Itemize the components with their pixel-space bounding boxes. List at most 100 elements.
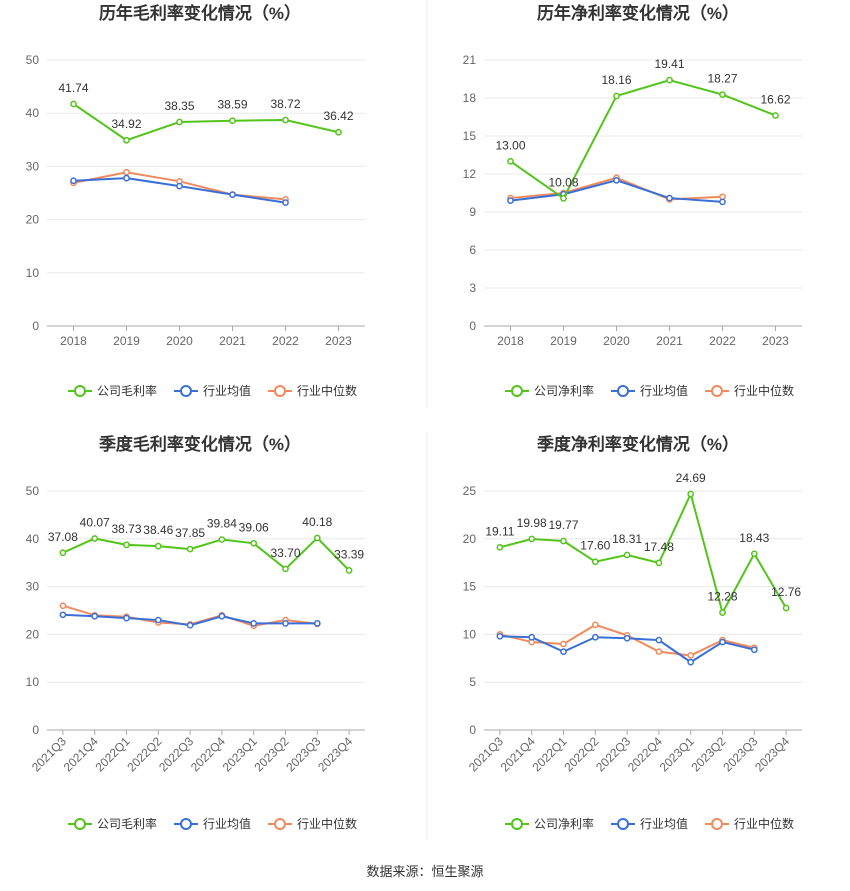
y-tick-label: 9 — [469, 205, 476, 219]
legend-item-company[interactable]: 公司毛利率 — [68, 383, 157, 398]
y-tick-label: 20 — [463, 532, 477, 546]
x-tick-label: 2021 — [656, 334, 683, 348]
y-tick-label: 18 — [463, 91, 477, 105]
data-point-company — [176, 118, 183, 126]
y-tick-label: 10 — [26, 266, 40, 280]
legend-label: 行业中位数 — [297, 383, 357, 398]
data-point-company — [687, 490, 695, 498]
data-label: 39.84 — [207, 517, 237, 531]
y-tick-label: 10 — [26, 675, 40, 689]
data-point-company — [560, 194, 567, 202]
data-point-company — [560, 537, 567, 545]
legend-marker — [617, 818, 629, 830]
series-line-company — [62, 536, 350, 572]
chart-title: 季度毛利率变化情况（%） — [99, 434, 301, 454]
data-point-avg — [496, 632, 504, 640]
data-point-company — [282, 565, 289, 573]
legend-item-median[interactable]: 行业中位数 — [268, 383, 357, 398]
legend-marker — [74, 385, 86, 397]
data-label: 40.18 — [302, 515, 332, 529]
data-label: 33.39 — [334, 547, 364, 561]
x-tick-label: 2022 — [709, 334, 736, 348]
data-point-company — [91, 535, 99, 542]
data-point-company — [250, 539, 258, 547]
y-tick-label: 40 — [26, 106, 40, 120]
data-point-company — [229, 117, 236, 125]
y-tick-label: 3 — [469, 281, 476, 295]
data-point-company — [591, 558, 599, 566]
data-label: 12.76 — [771, 585, 801, 599]
legend-item-company[interactable]: 公司毛利率 — [68, 816, 157, 831]
y-tick-label: 0 — [469, 723, 476, 737]
x-tick-label: 2023Q4 — [752, 734, 792, 774]
legend-item-median[interactable]: 行业中位数 — [705, 816, 794, 831]
y-tick-label: 15 — [463, 580, 477, 594]
chart-1: 历年毛利率变化情况（%） 0 10 20 30 40 50 2018 2019 2020 2021 2… — [26, 3, 365, 398]
data-point-company — [623, 551, 631, 559]
data-label: 34.92 — [111, 117, 141, 131]
legend-marker — [511, 818, 523, 830]
legend-item-avg[interactable]: 行业均值 — [174, 383, 251, 398]
legend-label: 行业中位数 — [734, 816, 794, 831]
series-line-company — [72, 103, 339, 142]
data-point-company — [496, 543, 504, 551]
legend-item-avg[interactable]: 行业均值 — [174, 816, 251, 831]
data-point-company — [313, 534, 321, 542]
data-point-avg — [250, 620, 258, 627]
legend-label: 公司净利率 — [534, 816, 594, 831]
legend-item-company[interactable]: 公司净利率 — [505, 816, 594, 831]
data-point-company — [154, 542, 162, 550]
legend-label: 行业均值 — [203, 383, 251, 398]
legend-label: 公司毛利率 — [97, 383, 157, 398]
data-point-avg — [687, 658, 695, 666]
data-point-company — [666, 76, 673, 84]
data-point-avg — [623, 634, 631, 642]
y-tick-label: 0 — [32, 723, 39, 737]
data-point-company — [528, 535, 536, 543]
legend-item-median[interactable]: 行业中位数 — [268, 816, 357, 831]
legend-label: 行业中位数 — [297, 816, 357, 831]
x-tick-label: 2019 — [113, 334, 140, 348]
data-point-company — [719, 609, 726, 616]
series-line-company — [509, 79, 776, 200]
data-label: 24.69 — [676, 471, 706, 485]
legend-marker — [274, 818, 286, 830]
legend-label: 行业均值 — [203, 816, 251, 831]
legend-item-avg[interactable]: 行业均值 — [611, 816, 688, 831]
data-label: 16.62 — [760, 92, 790, 106]
legend-label: 公司净利率 — [534, 383, 594, 398]
y-tick-label: 40 — [26, 532, 40, 546]
data-point-company — [782, 604, 790, 612]
legend-label: 行业均值 — [640, 383, 688, 398]
data-point-avg — [507, 197, 514, 204]
data-label: 17.48 — [644, 540, 674, 554]
data-point-company — [772, 112, 779, 119]
data-point-company — [750, 550, 758, 558]
legend-item-avg[interactable]: 行业均值 — [611, 383, 688, 398]
data-label: 19.98 — [517, 516, 547, 530]
chart-3: 季度毛利率变化情况（%）010203040502021Q32021Q42022Q… — [26, 434, 365, 831]
data-point-company — [282, 116, 289, 124]
y-tick-label: 50 — [26, 53, 40, 67]
data-point-company — [70, 100, 77, 108]
legend-item-company[interactable]: 公司净利率 — [505, 383, 594, 398]
data-point-avg — [591, 633, 599, 641]
data-label: 33.70 — [270, 546, 300, 560]
y-tick-label: 20 — [26, 627, 40, 641]
data-label: 10.08 — [548, 175, 578, 189]
data-point-median — [123, 168, 130, 176]
x-tick-label: 2019 — [550, 334, 577, 348]
data-point-avg — [613, 176, 620, 184]
data-point-median — [59, 602, 67, 610]
data-point-company — [335, 128, 342, 136]
data-point-company — [719, 91, 726, 98]
data-point-avg — [313, 620, 321, 627]
legend-marker — [711, 385, 723, 397]
data-point-median — [591, 621, 599, 629]
x-tick-label: 2023 — [325, 334, 352, 348]
y-tick-label: 10 — [463, 627, 477, 641]
x-tick-label: 2020 — [166, 334, 193, 348]
data-label: 37.85 — [175, 526, 205, 540]
legend-item-median[interactable]: 行业中位数 — [705, 383, 794, 398]
data-point-avg — [282, 620, 289, 627]
